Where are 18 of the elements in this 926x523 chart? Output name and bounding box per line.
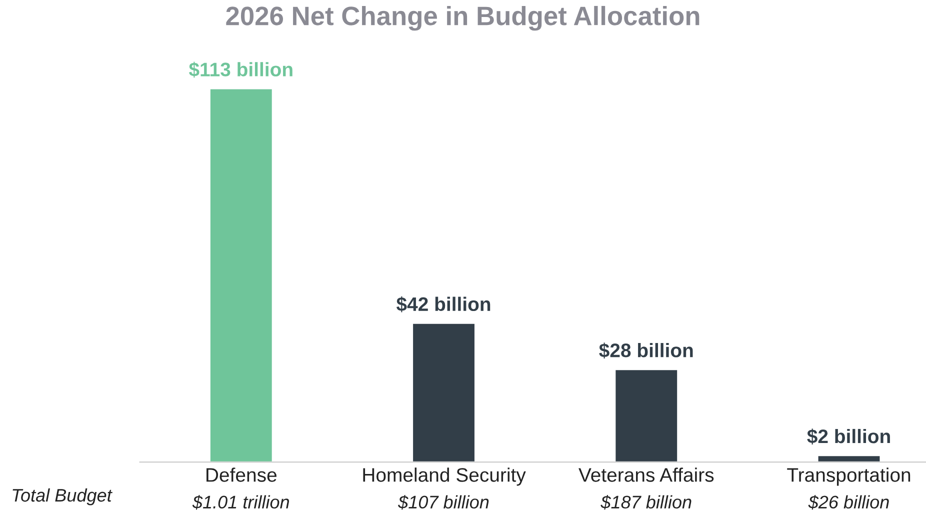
x-tick-label: Defense bbox=[206, 468, 276, 482]
data-label: $28 billion bbox=[599, 342, 693, 359]
text: $26 billion bbox=[808, 494, 889, 510]
data-label: $113 billion bbox=[188, 62, 292, 78]
bar bbox=[816, 454, 882, 462]
text: $187 billion bbox=[600, 494, 692, 510]
bar bbox=[412, 322, 476, 462]
text: $107 billion bbox=[398, 494, 489, 510]
data-label: $2 billion bbox=[807, 428, 890, 444]
bar bbox=[209, 88, 274, 462]
text: $1.01 trillion bbox=[192, 494, 289, 510]
x-tick-label: Veterans Affairs bbox=[578, 468, 714, 482]
chart-title: 2026 Net Change in Budget Allocation bbox=[226, 6, 700, 31]
text: Total Budget bbox=[12, 488, 112, 506]
data-label: $42 billion bbox=[396, 296, 490, 312]
x-tick-label: Homeland Security bbox=[363, 468, 526, 486]
bar bbox=[614, 368, 678, 462]
x-tick-label: Transportation bbox=[787, 468, 910, 486]
